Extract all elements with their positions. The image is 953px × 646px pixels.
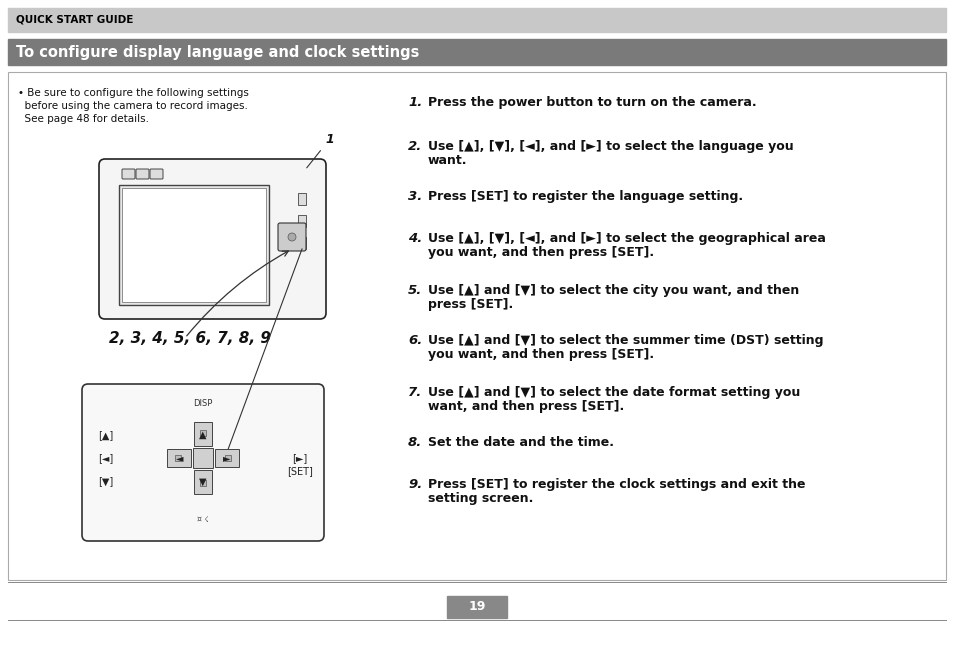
Bar: [193, 448, 213, 468]
Bar: [200, 430, 206, 436]
FancyBboxPatch shape: [136, 169, 149, 179]
Text: See page 48 for details.: See page 48 for details.: [18, 114, 149, 124]
Text: ►: ►: [222, 453, 230, 463]
Bar: [119, 185, 269, 305]
Bar: [8, 39, 945, 65]
Bar: [193, 470, 212, 494]
Bar: [297, 237, 306, 249]
Text: setting screen.: setting screen.: [428, 492, 533, 505]
Text: 19: 19: [468, 601, 485, 614]
Text: Use [▲] and [▼] to select the date format setting you: Use [▲] and [▼] to select the date forma…: [428, 386, 800, 399]
Bar: [167, 449, 192, 467]
FancyBboxPatch shape: [82, 384, 324, 541]
Text: Press [SET] to register the clock settings and exit the: Press [SET] to register the clock settin…: [428, 478, 804, 491]
Text: 9.: 9.: [408, 478, 422, 491]
Bar: [193, 422, 212, 446]
Text: press [SET].: press [SET].: [428, 298, 513, 311]
FancyBboxPatch shape: [122, 169, 135, 179]
Text: 8.: 8.: [408, 436, 422, 449]
Text: Use [▲] and [▼] to select the city you want, and then: Use [▲] and [▼] to select the city you w…: [428, 284, 799, 297]
Text: [►]: [►]: [292, 453, 307, 463]
Text: [▼]: [▼]: [98, 476, 113, 486]
FancyBboxPatch shape: [99, 159, 326, 319]
Text: 2.: 2.: [408, 140, 422, 153]
Text: 6.: 6.: [408, 334, 422, 347]
Bar: [122, 188, 266, 302]
Text: [▲]: [▲]: [98, 430, 113, 439]
Text: you want, and then press [SET].: you want, and then press [SET].: [428, 348, 654, 361]
Text: DISP: DISP: [193, 399, 213, 408]
Bar: [174, 455, 181, 461]
Text: 7.: 7.: [408, 386, 422, 399]
Circle shape: [288, 233, 295, 241]
Text: [SET]: [SET]: [287, 466, 313, 475]
Text: 2, 3, 4, 5, 6, 7, 8, 9: 2, 3, 4, 5, 6, 7, 8, 9: [109, 331, 271, 346]
Bar: [8, 72, 945, 580]
Bar: [225, 455, 231, 461]
Text: • Be sure to configure the following settings: • Be sure to configure the following set…: [18, 88, 249, 98]
Text: Use [▲], [▼], [◄], and [►] to select the geographical area: Use [▲], [▼], [◄], and [►] to select the…: [428, 232, 825, 245]
Text: 4.: 4.: [408, 232, 422, 245]
Text: Press the power button to turn on the camera.: Press the power button to turn on the ca…: [428, 96, 756, 109]
Bar: [447, 596, 506, 618]
Text: To configure display language and clock settings: To configure display language and clock …: [16, 45, 419, 59]
Bar: [200, 480, 206, 486]
Text: ▼: ▼: [199, 476, 207, 486]
Text: Set the date and the time.: Set the date and the time.: [428, 436, 614, 449]
FancyBboxPatch shape: [277, 223, 306, 251]
Text: before using the camera to record images.: before using the camera to record images…: [18, 101, 248, 111]
Text: 1: 1: [307, 133, 334, 168]
Text: Press [SET] to register the language setting.: Press [SET] to register the language set…: [428, 190, 742, 203]
Text: 3.: 3.: [408, 190, 422, 203]
Text: want.: want.: [428, 154, 467, 167]
Text: [◄]: [◄]: [98, 453, 113, 463]
Bar: [297, 215, 306, 227]
Text: 5.: 5.: [408, 284, 422, 297]
Text: ◄: ◄: [175, 453, 183, 463]
Text: you want, and then press [SET].: you want, and then press [SET].: [428, 246, 654, 259]
Text: Use [▲] and [▼] to select the summer time (DST) setting: Use [▲] and [▼] to select the summer tim…: [428, 334, 822, 347]
Bar: [214, 449, 239, 467]
Text: Use [▲], [▼], [◄], and [►] to select the language you: Use [▲], [▼], [◄], and [►] to select the…: [428, 140, 793, 153]
Text: ▲: ▲: [199, 430, 207, 439]
Text: want, and then press [SET].: want, and then press [SET].: [428, 400, 623, 413]
Bar: [8, 8, 945, 32]
FancyBboxPatch shape: [150, 169, 163, 179]
Text: 1.: 1.: [408, 96, 422, 109]
Text: QUICK START GUIDE: QUICK START GUIDE: [16, 15, 133, 25]
Bar: [297, 193, 306, 205]
Text: ¤ ☇: ¤ ☇: [197, 514, 209, 523]
